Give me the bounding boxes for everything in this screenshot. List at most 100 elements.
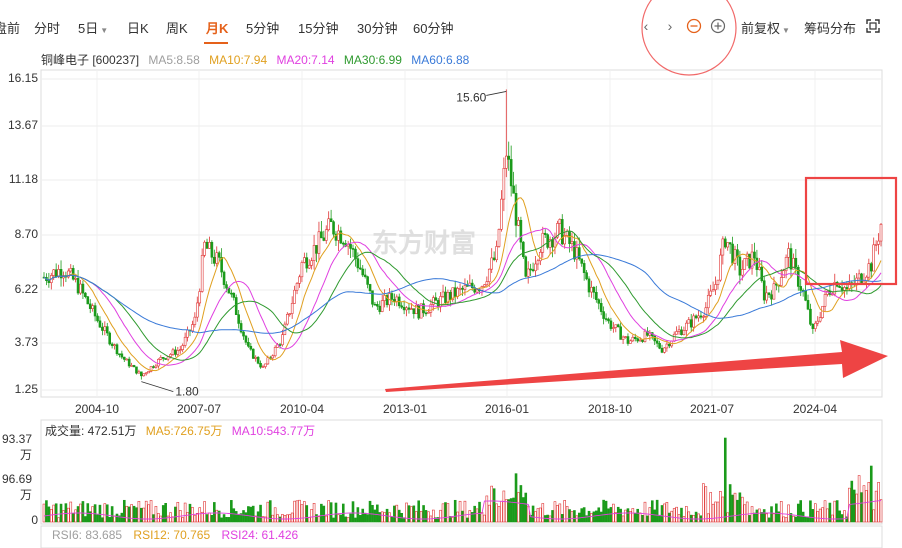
candle-body xyxy=(838,286,841,288)
volume-bar xyxy=(792,515,795,523)
volume-bar xyxy=(714,501,717,523)
candle-body xyxy=(821,305,824,318)
candle-body xyxy=(84,292,87,297)
candle-body xyxy=(261,366,265,368)
tab-4[interactable]: 周K xyxy=(166,18,188,37)
zoom-in-icon[interactable] xyxy=(710,18,726,34)
candle-body xyxy=(716,279,720,285)
tab-label: 60分钟 xyxy=(413,21,454,36)
chevron-down-icon: ▼ xyxy=(782,26,790,35)
zoom-out-icon[interactable] xyxy=(686,18,702,34)
candle-body xyxy=(183,336,187,346)
tab-6[interactable]: 5分钟 xyxy=(246,18,279,37)
candle-body xyxy=(504,155,508,169)
candle-body xyxy=(458,287,462,290)
candle-body xyxy=(453,287,457,297)
price-ytick: 16.15 xyxy=(7,71,38,85)
prev-arrow-icon[interactable]: ‹ xyxy=(643,18,649,34)
volume-ytick-zero: 0 xyxy=(31,513,38,527)
volume-bar xyxy=(779,501,783,523)
tab-5[interactable]: 月K xyxy=(206,18,228,37)
candle-body xyxy=(687,319,691,324)
tab-9[interactable]: 60分钟 xyxy=(413,18,453,37)
volume-ma10: MA10:543.77万 xyxy=(231,424,316,438)
candle-body xyxy=(359,267,362,270)
volume-bar xyxy=(74,509,77,523)
candle-body xyxy=(466,285,469,287)
volume-bar xyxy=(135,507,138,523)
tab-3[interactable]: 日K xyxy=(127,18,149,37)
volume-bar xyxy=(517,492,520,523)
volume-bar xyxy=(760,512,764,523)
volume-bar xyxy=(273,507,277,523)
price-ytick: 8.70 xyxy=(14,227,38,241)
volume-bar xyxy=(439,509,442,523)
candle-body xyxy=(305,257,309,269)
candle-body xyxy=(794,257,798,268)
tab-0[interactable]: 盘前 xyxy=(0,18,20,37)
tab-8[interactable]: 30分钟 xyxy=(357,18,397,37)
candle-body xyxy=(456,288,459,297)
volume-bar xyxy=(568,509,571,523)
adjust-dropdown[interactable]: 前复权 ▼ xyxy=(741,18,790,37)
candle-body xyxy=(638,339,642,342)
ma20-line xyxy=(43,227,882,366)
candle-body xyxy=(741,268,744,276)
volume-bar xyxy=(850,480,854,523)
candle-body xyxy=(427,311,430,314)
candle-body xyxy=(137,371,141,374)
volume-bar xyxy=(833,500,837,523)
volume-bar xyxy=(215,509,219,523)
candle-body xyxy=(514,193,518,226)
fullscreen-icon[interactable] xyxy=(865,18,881,34)
volume-bar xyxy=(363,512,367,523)
candle-body xyxy=(363,274,367,277)
volume-bar xyxy=(643,501,647,523)
candle-body xyxy=(222,271,226,285)
candle-body xyxy=(103,326,107,331)
volume-bar xyxy=(441,503,445,523)
candle-body xyxy=(298,276,301,284)
candle-body xyxy=(101,326,104,331)
chip-distribution-button[interactable]: 筹码分布 xyxy=(804,21,857,36)
volume-bar xyxy=(514,473,518,523)
tab-1[interactable]: 分时 xyxy=(34,18,60,37)
candle-body xyxy=(772,283,776,300)
tab-7[interactable]: 15分钟 xyxy=(298,18,338,37)
candle-body xyxy=(723,238,727,248)
active-tab-underline xyxy=(204,42,228,44)
volume-bar xyxy=(264,516,267,523)
candle-body xyxy=(726,242,730,248)
volume-bar xyxy=(310,509,313,523)
candle-body xyxy=(633,336,637,339)
volume-bar xyxy=(743,504,747,523)
candle-body xyxy=(529,268,532,271)
volume-bar xyxy=(728,484,732,523)
candle-body xyxy=(796,266,800,287)
candle-body xyxy=(575,247,579,260)
candle-body xyxy=(680,329,683,336)
candle-body xyxy=(434,297,438,301)
candle-body xyxy=(210,242,214,258)
candle-body xyxy=(54,269,58,277)
candle-body xyxy=(653,335,657,342)
price-ytick: 11.18 xyxy=(8,172,38,186)
volume-bar xyxy=(762,509,766,523)
candle-body xyxy=(154,365,158,368)
next-arrow-icon[interactable]: › xyxy=(667,18,673,34)
tab-2[interactable]: 5日 ▼ xyxy=(78,18,108,37)
volume-bar xyxy=(380,511,384,523)
candle-body xyxy=(728,242,732,245)
volume-bar xyxy=(560,514,564,523)
volume-bar xyxy=(770,506,773,523)
candle-body xyxy=(524,256,528,277)
volume-bar xyxy=(782,516,785,523)
volume-bar xyxy=(152,514,155,523)
volume-bar xyxy=(259,504,262,523)
candle-body xyxy=(668,343,671,347)
candle-body xyxy=(694,315,698,319)
time-xtick: 2007-07 xyxy=(176,402,222,416)
volume-bar xyxy=(660,505,664,523)
candle-body xyxy=(857,273,861,279)
